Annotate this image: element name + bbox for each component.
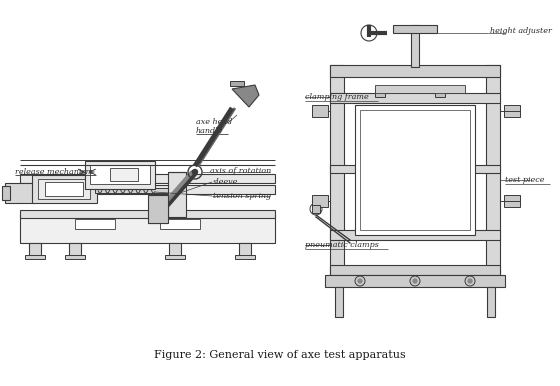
Bar xyxy=(148,195,168,223)
Bar xyxy=(312,195,328,207)
Bar xyxy=(504,195,520,207)
Bar xyxy=(360,110,470,230)
Bar xyxy=(38,179,90,199)
Bar xyxy=(375,85,465,93)
Bar xyxy=(110,168,138,181)
Bar xyxy=(65,255,85,259)
Circle shape xyxy=(193,169,198,174)
Bar xyxy=(330,230,500,240)
Bar xyxy=(393,25,437,33)
Bar xyxy=(160,219,200,229)
Bar xyxy=(75,219,115,229)
Bar xyxy=(25,255,45,259)
Bar xyxy=(330,65,500,77)
Bar xyxy=(325,275,505,287)
Text: sleeve: sleeve xyxy=(213,178,239,186)
Bar xyxy=(504,105,520,117)
Bar xyxy=(411,25,419,67)
Bar xyxy=(85,161,155,189)
Text: test piece: test piece xyxy=(505,176,544,184)
Circle shape xyxy=(413,279,417,283)
Bar xyxy=(330,93,500,103)
Bar xyxy=(5,183,35,203)
Text: handle: handle xyxy=(196,127,223,135)
Text: release mechanism: release mechanism xyxy=(15,168,93,176)
Bar xyxy=(355,105,475,235)
Bar xyxy=(435,89,445,97)
Bar xyxy=(168,172,186,217)
Text: tension spring: tension spring xyxy=(213,192,271,200)
Text: pneumatic clamps: pneumatic clamps xyxy=(305,241,379,249)
Polygon shape xyxy=(232,85,259,107)
Text: axis of rotation: axis of rotation xyxy=(210,167,271,175)
Bar xyxy=(486,65,500,280)
Bar xyxy=(20,174,275,183)
Bar xyxy=(20,210,275,218)
Bar xyxy=(45,182,83,196)
Bar xyxy=(335,287,343,317)
Text: Figure 2: General view of axe test apparatus: Figure 2: General view of axe test appar… xyxy=(154,350,406,360)
Bar xyxy=(235,255,255,259)
Bar xyxy=(2,186,10,200)
Circle shape xyxy=(358,279,362,283)
Bar xyxy=(330,265,500,275)
Bar xyxy=(165,255,185,259)
Bar xyxy=(330,165,500,173)
Bar xyxy=(20,185,275,194)
Bar xyxy=(169,243,181,257)
Bar xyxy=(375,89,385,97)
Bar xyxy=(32,175,97,203)
Bar xyxy=(20,215,275,243)
Bar xyxy=(487,287,495,317)
Bar xyxy=(239,243,251,257)
Bar xyxy=(312,105,328,117)
Text: clamping frame: clamping frame xyxy=(305,93,368,101)
Bar xyxy=(90,165,150,184)
Bar xyxy=(312,205,320,213)
Bar xyxy=(95,188,175,193)
Bar xyxy=(330,65,344,280)
Text: height adjuster: height adjuster xyxy=(490,27,552,35)
Bar xyxy=(69,243,81,257)
Bar xyxy=(29,243,41,257)
Text: axe head: axe head xyxy=(196,118,232,126)
Circle shape xyxy=(468,279,472,283)
Bar xyxy=(230,81,244,86)
